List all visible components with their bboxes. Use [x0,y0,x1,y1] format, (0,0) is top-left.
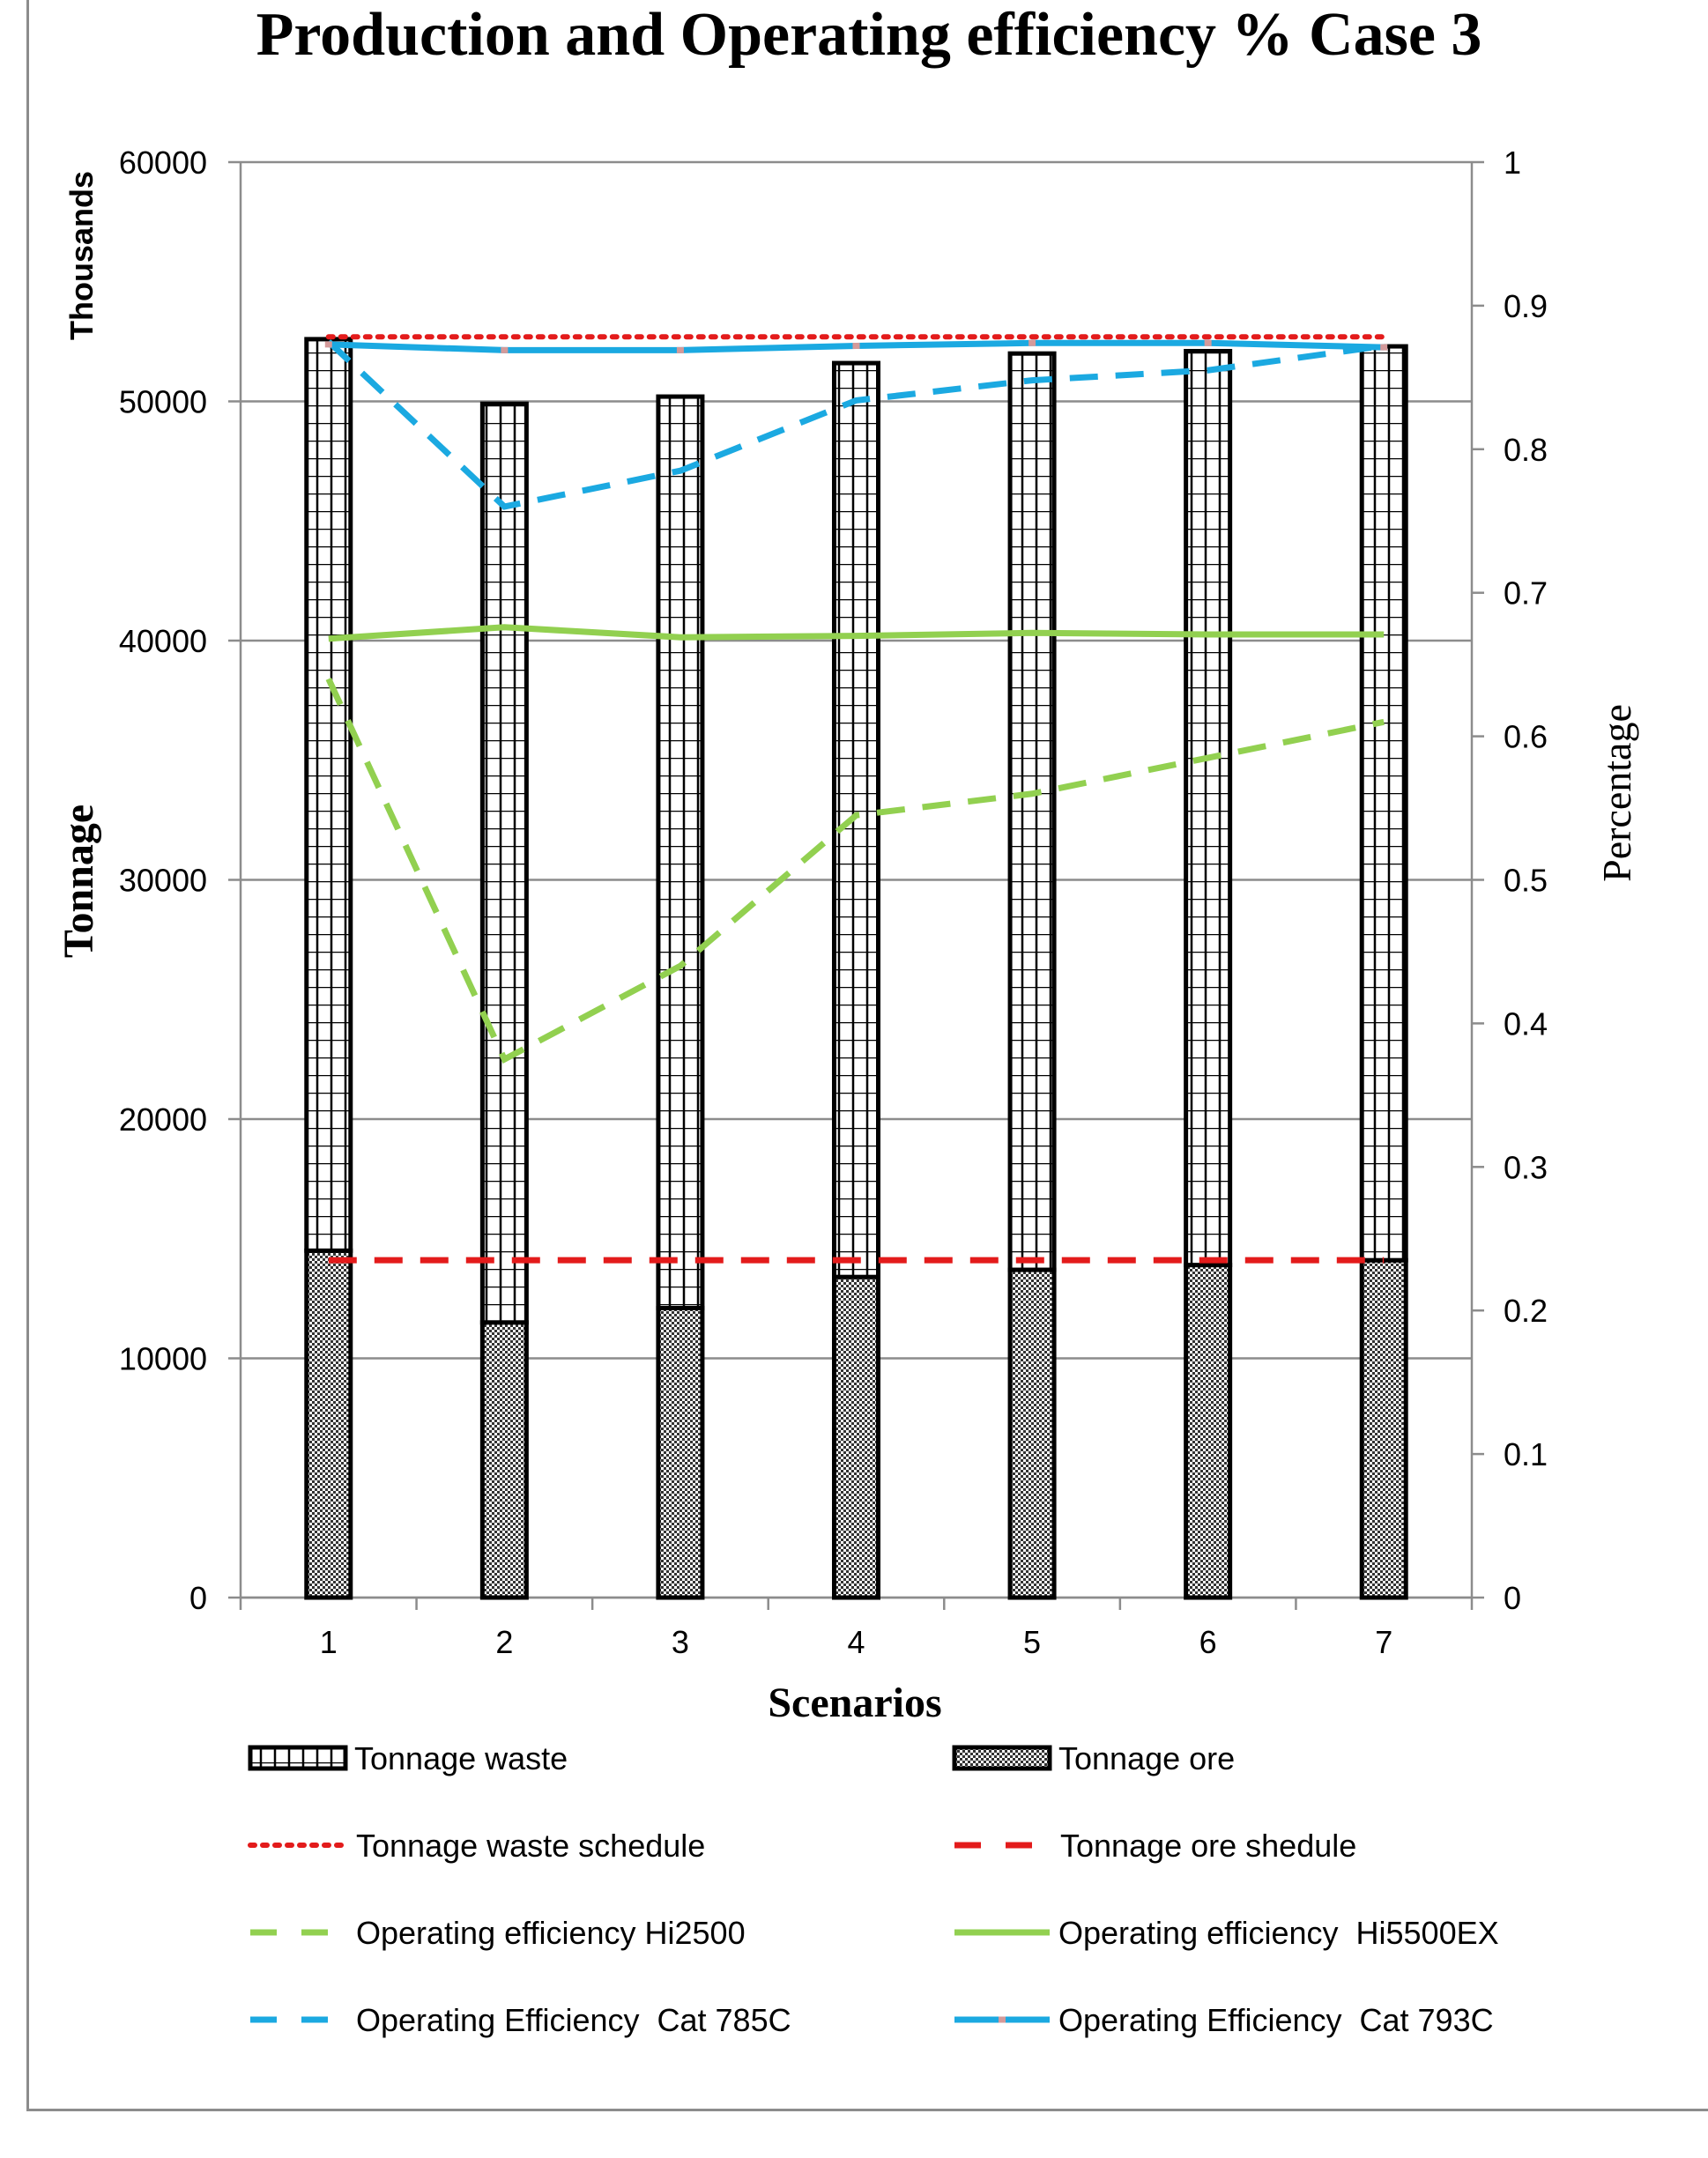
legend-item: Operating efficiency Hi5500EX [954,1915,1499,1951]
x-axis-title: Scenarios [768,1680,941,1726]
y2-tick-label: 0 [1504,1580,1521,1616]
bar-tonnage-ore [479,1320,529,1600]
legend-item: Tonnage ore shedule [954,1828,1356,1864]
series-line [326,339,1385,510]
legend-item: Operating Efficiency Cat 785C [250,2002,791,2038]
y-tick-label: 0 [189,1580,207,1616]
x-axis-ticks: 1 2 3 4 5 6 7 [320,1624,1392,1660]
y2-tick-label: 0.9 [1504,288,1548,324]
series-point [676,346,684,353]
y-tick-label: 10000 [119,1341,207,1377]
legend-item: Operating efficiency Hi2500 [250,1915,746,1951]
x-tick-label: 7 [1375,1624,1392,1660]
legend-label: Tonnage waste schedule [356,1828,705,1864]
y-axis-ticks: 0 10000 20000 30000 40000 50000 60000 [119,145,207,1616]
y-tick-label: 60000 [119,145,207,181]
x-tick-label: 4 [847,1624,865,1660]
y2-tick-label: 0.7 [1504,575,1548,612]
y2-axis-ticks: 0 0.1 0.2 0.3 0.4 0.5 0.6 0.7 0.8 0.9 1 [1504,145,1548,1616]
y-tick-label: 30000 [119,863,207,899]
legend-swatch [248,1745,348,1771]
series-point [324,341,332,348]
series-line [325,677,1385,1064]
y-tick-label: 50000 [119,384,207,420]
x-tick-label: 1 [320,1624,338,1660]
y2-tick-label: 0.6 [1504,719,1548,755]
series-point [501,346,509,353]
bar-tonnage-waste [479,401,529,1325]
series-point [1204,339,1212,346]
y2-tick-label: 0.4 [1504,1005,1548,1042]
legend-label: Operating efficiency Hi2500 [356,1915,746,1951]
bar-tonnage-waste [832,360,880,1279]
legend-item: Tonnage waste schedule [248,1828,705,1864]
legend-label: Tonnage ore [1058,1740,1235,1776]
legend-label: Tonnage waste [354,1740,568,1776]
bar-tonnage-waste [1184,348,1233,1268]
y-tick-label: 20000 [119,1101,207,1138]
bar-tonnage-waste [304,337,353,1253]
y2-tick-label: 0.1 [1504,1436,1548,1472]
series-point [852,343,860,350]
x-tick-label: 2 [495,1624,513,1660]
bar-tonnage-ore [832,1274,880,1600]
y2-tick-label: 0.3 [1504,1149,1548,1185]
bar-tonnage-ore [304,1248,353,1600]
legend-label: Operating Efficiency Cat 785C [356,2002,791,2038]
chart-title: Production and Operating efficiency % Ca… [256,1,1482,69]
x-tick-label: 6 [1199,1624,1217,1660]
legend-item: Operating Efficiency Cat 793C [954,2002,1494,2038]
legend-label: Operating Efficiency Cat 793C [1058,2002,1494,2038]
chart-frame [26,0,1708,2111]
bar-tonnage-waste [656,394,705,1310]
legend: Tonnage waste Tonnage ore Tonnage waste sc… [248,1740,1499,2038]
y2-tick-label: 1 [1504,145,1521,181]
bar-tonnage-waste [1359,344,1408,1263]
series-line [328,624,1385,642]
series-point [1380,344,1388,351]
bar-tonnage-ore [1359,1257,1408,1600]
legend-swatch [952,1745,1052,1771]
y2-axis-title: Percentage [1594,704,1639,882]
y2-tick-label: 0.8 [1504,432,1548,468]
bar-tonnage-waste [1007,351,1057,1272]
legend-item: Tonnage ore [952,1740,1235,1776]
legend-marker [999,2016,1006,2023]
x-tick-label: 5 [1023,1624,1041,1660]
y-axis-title: Tonnage [56,805,102,958]
bar-tonnage-ore [1007,1267,1057,1600]
legend-label: Tonnage ore shedule [1060,1828,1356,1864]
y2-tick-label: 0.5 [1504,863,1548,899]
y-axis-unit-label: Thousands [63,171,100,340]
bar-tonnage-ore [656,1305,705,1600]
bar-tonnage-ore [1184,1263,1233,1600]
y2-tick-label: 0.2 [1504,1293,1548,1329]
legend-label: Operating efficiency Hi5500EX [1058,1915,1499,1951]
bars [304,337,1408,1600]
legend-item: Tonnage waste [248,1740,568,1776]
x-tick-label: 3 [672,1624,689,1660]
series-point [1029,339,1036,346]
series-lines [324,334,1388,1264]
y-tick-label: 40000 [119,623,207,659]
